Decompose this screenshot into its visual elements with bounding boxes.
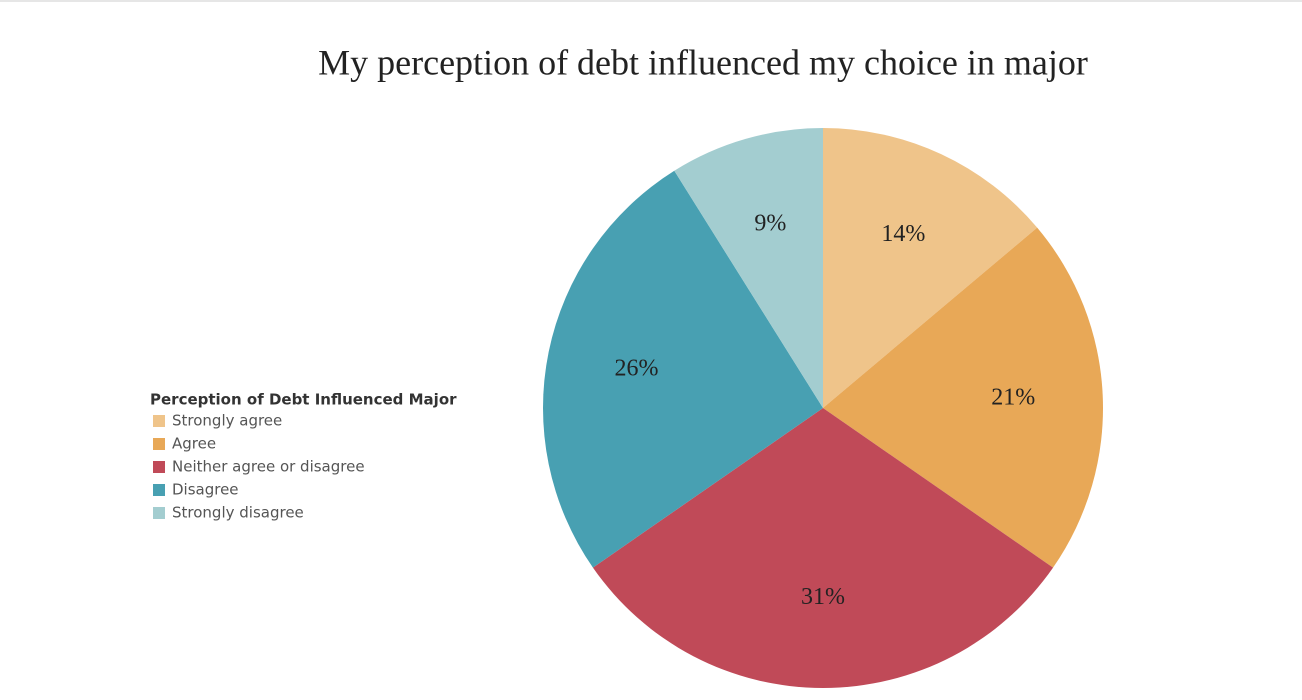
legend-swatch xyxy=(153,415,165,427)
pie-slice xyxy=(823,227,1103,568)
legend-title: Perception of Debt Influenced Major xyxy=(150,391,457,409)
pie-slice xyxy=(543,170,823,568)
data-label: 21% xyxy=(991,385,1035,411)
legend-label: Strongly agree xyxy=(172,412,282,430)
data-label: 26% xyxy=(614,355,658,381)
pie-slice xyxy=(674,128,823,408)
legend-swatch xyxy=(153,507,165,519)
legend-label: Agree xyxy=(172,435,216,453)
legend-label: Disagree xyxy=(172,481,239,499)
data-label: 9% xyxy=(754,211,786,237)
legend-swatch xyxy=(153,461,165,473)
legend-label: Neither agree or disagree xyxy=(172,458,365,476)
pie-slice xyxy=(592,408,1054,688)
legend-label: Strongly disagree xyxy=(172,504,304,522)
pie-slice xyxy=(823,128,1038,408)
legend-swatch xyxy=(153,438,165,450)
data-label: 14% xyxy=(881,221,925,247)
chart-title: My perception of debt influenced my choi… xyxy=(318,42,1088,82)
legend-swatch xyxy=(153,484,165,496)
data-label: 31% xyxy=(801,584,845,610)
